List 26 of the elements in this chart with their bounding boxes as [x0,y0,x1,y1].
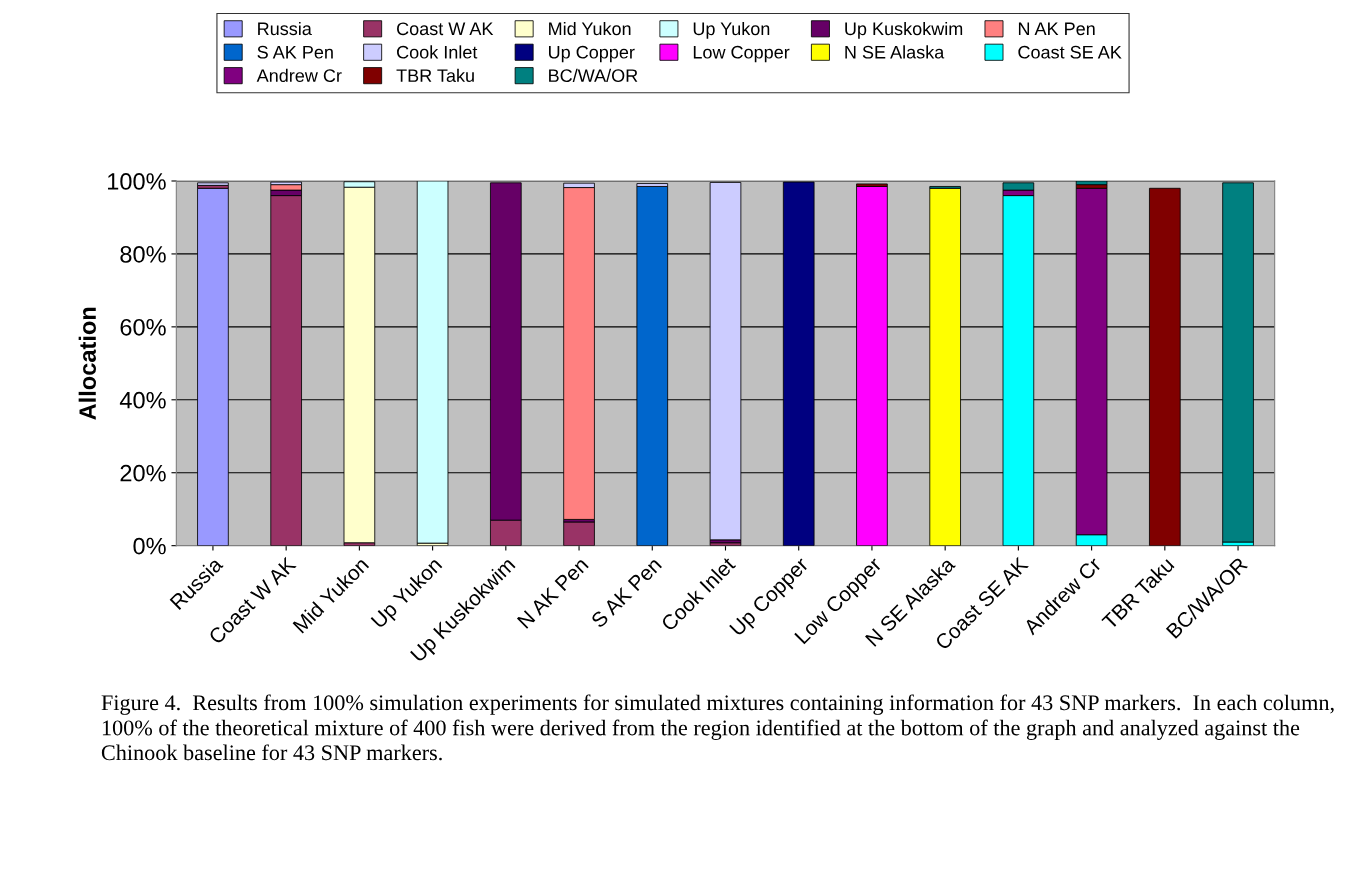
y-tick-label: 80% [120,245,166,263]
y-tick-label: 100% [108,173,166,190]
caption: Figure 4. Results from 100% simulation experiments for simulated mixtures containing information for 43 SNP markers. In each column, 100% of the theoretical mixture of 400 fish were derived from the region identified at the bottom of the graph and analyzed against the Chinook baseline for 43 SNP markers. [101,694,1334,761]
legend-label: TBR Taku [396,68,474,83]
y-tick-label: 40% [119,391,166,409]
y-tick-label: 0% [133,537,166,555]
legend-label: Up Copper [549,45,635,63]
legend-label: Low Copper [693,45,790,63]
legend-label: N AK Pen [1018,22,1095,36]
legend-label: Coast W AK [397,22,494,36]
x-tick-label: S AK Pen [590,556,663,629]
legend-label: BC/WA/OR [549,68,638,83]
x-tick-label: N AK Pen [516,556,589,629]
bar [1075,180,1108,186]
legend-label: S AK Pen [257,45,333,59]
legend-label: Up Yukon [693,21,770,39]
y-tick-label: 20% [120,464,166,482]
legend-label: Coast SE AK [1018,45,1122,59]
y-axis-title: Allocation [78,307,96,420]
y-tick-label: 60% [120,318,166,336]
legend-label: N SE Alaska [845,45,945,59]
legend-label: Cook Inlet [397,45,478,59]
legend-label: Mid Yukon [549,21,631,36]
legend-label: Up Kuskokwim [845,21,963,39]
legend-label: Andrew Cr [256,68,342,83]
legend-label: Russia [258,21,312,36]
